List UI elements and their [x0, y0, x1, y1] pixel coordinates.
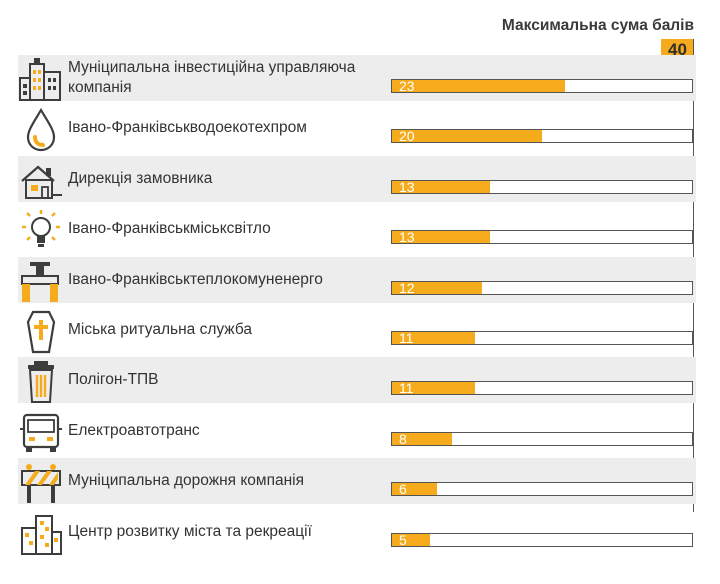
- bar-track: 13: [391, 178, 693, 195]
- bar-track: 12: [391, 279, 693, 296]
- bar-row: Івано-Франківськтеплокомуненерго 12: [18, 256, 696, 304]
- bar-value-label: 13: [399, 229, 415, 246]
- bar-row: Муніципальна дорожня компанія 6: [18, 458, 696, 505]
- bar-row: Муніципальна інвестиційна управляюча ком…: [18, 55, 696, 101]
- category-label: Полігон-ТПВ: [68, 371, 159, 389]
- bar-row: Дирекція замовника 13: [18, 155, 696, 203]
- bar: [392, 231, 490, 244]
- category-label: Міська ритуальна служба: [68, 321, 252, 338]
- bar-track: 11: [391, 331, 693, 345]
- bar: [392, 432, 452, 445]
- bar-row: Івано-Франківськміськсвітло 13: [18, 206, 696, 252]
- category-label: Івано-Франківськтеплокомуненерго: [68, 270, 323, 288]
- road-barrier-icon: [18, 459, 64, 505]
- category-label: Муніципальна інвестиційна управляюча ком…: [68, 59, 356, 96]
- bar-track: 11: [391, 380, 693, 397]
- bar-track: 13: [391, 229, 693, 246]
- bar: [392, 80, 565, 92]
- trash-bin-icon: [18, 358, 64, 404]
- bar-row: Полігон-ТПВ 11: [18, 357, 696, 404]
- coffin-cross-icon: [18, 308, 64, 354]
- category-label: Дирекція замовника: [68, 169, 213, 187]
- bar-value-label: 11: [399, 330, 414, 346]
- pipe-valve-icon: [18, 258, 64, 304]
- bar-row: Івано-Франківськводоекотехпром 20: [18, 105, 696, 152]
- bar: [392, 332, 475, 344]
- buildings-icon: [18, 56, 64, 102]
- bar-track: 8: [391, 430, 693, 447]
- bar: [392, 281, 482, 294]
- bar-track: 6: [391, 481, 693, 498]
- bar: [392, 130, 542, 143]
- water-drop-icon: [18, 106, 64, 152]
- bar-track: 23: [391, 79, 693, 93]
- max-score-badge: 40: [661, 39, 694, 60]
- light-bulb-icon: [18, 207, 64, 253]
- bar: [392, 382, 475, 395]
- bar-row: Електроавтотранс 8: [18, 408, 696, 454]
- category-label: Центр розвитку міста та рекреації: [68, 522, 312, 540]
- bar: [392, 483, 437, 496]
- bar-value-label: 12: [399, 279, 415, 296]
- bar: [392, 180, 490, 193]
- bar-value-label: 23: [399, 78, 415, 94]
- trolleybus-icon: [18, 409, 64, 455]
- bar-value-label: 8: [399, 430, 407, 447]
- bar: [392, 533, 430, 546]
- city-blocks-icon: [18, 510, 64, 556]
- category-label: Івано-Франківськміськсвітло: [68, 220, 271, 238]
- category-label: Муніципальна дорожня компанія: [68, 472, 304, 490]
- house-icon: [18, 157, 64, 203]
- category-label: Електроавтотранс: [68, 421, 200, 439]
- chart-title: Максимальна сума балів: [501, 17, 694, 34]
- category-label: Івано-Франківськводоекотехпром: [68, 119, 307, 137]
- bar-value-label: 11: [399, 380, 414, 397]
- bar-row: Центр розвитку міста та рекреації 5: [18, 509, 696, 555]
- bar-value-label: 20: [399, 128, 415, 145]
- bar-row: Міська ритуальна служба 11: [18, 307, 696, 354]
- bar-track: 20: [391, 128, 693, 145]
- bar-value-label: 5: [399, 531, 407, 548]
- bar-value-label: 13: [399, 178, 415, 195]
- bar-value-label: 6: [399, 481, 407, 498]
- bar-track: 5: [391, 531, 693, 548]
